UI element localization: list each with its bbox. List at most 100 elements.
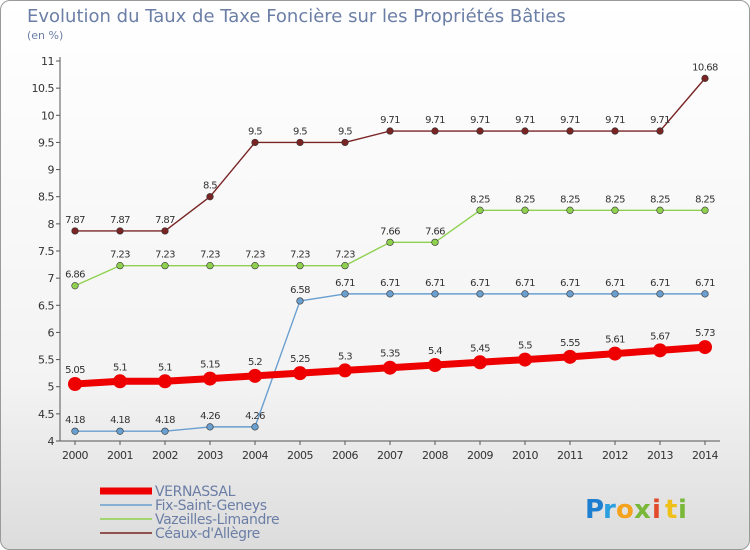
data-point	[251, 138, 259, 147]
data-label: 6.71	[605, 278, 625, 289]
data-point	[701, 290, 709, 298]
data-point	[476, 127, 484, 135]
data-point	[293, 366, 307, 381]
data-label: 10.68	[692, 62, 718, 73]
data-point	[251, 423, 259, 431]
y-tick-label: 4.5	[38, 408, 54, 421]
legend-label: Céaux-d'Allègre	[155, 526, 260, 542]
series-line	[75, 77, 706, 232]
chart-subtitle: (en %)	[27, 29, 64, 42]
x-tick-label: 2003	[197, 449, 223, 462]
series-vernassal: 5.05 5.1 5.1 5.15 5.2 5.25 5.3 5.35 5.4 5.45 5.5 5.…	[65, 328, 716, 391]
data-point	[611, 290, 619, 298]
data-label: 7.23	[110, 250, 130, 261]
data-point	[653, 343, 667, 358]
x-tick-label: 2006	[332, 449, 358, 462]
data-label: 6.71	[695, 278, 715, 289]
data-point	[521, 127, 529, 135]
logo-letter: o	[616, 495, 634, 525]
y-tick-label: 7	[48, 272, 55, 285]
data-label: 5.2	[248, 357, 262, 368]
data-point	[116, 227, 124, 235]
data-point	[431, 238, 439, 246]
data-label: 4.18	[65, 415, 85, 426]
data-label: 6.71	[470, 278, 490, 289]
data-label: 5.3	[338, 351, 352, 362]
data-label: 9.5	[338, 126, 352, 137]
data-point	[341, 262, 349, 270]
data-label: 8.25	[515, 194, 535, 205]
data-point	[71, 427, 79, 435]
y-tick-label: 9.5	[38, 136, 54, 149]
data-point	[113, 374, 127, 389]
data-point	[608, 346, 622, 361]
data-label: 5.5	[518, 341, 532, 352]
data-label: 4.26	[245, 411, 265, 422]
data-label: 7.23	[155, 250, 175, 261]
data-label: 5.73	[695, 328, 715, 339]
data-point	[341, 290, 349, 298]
data-point	[116, 427, 124, 435]
data-point	[161, 427, 169, 435]
data-point	[251, 262, 259, 270]
y-tick-label: 4	[48, 435, 55, 448]
y-tick-label: 8	[48, 218, 55, 231]
data-point	[206, 423, 214, 431]
y-tick-label: 9	[48, 164, 55, 177]
series-c-aux-d-all-gre: 7.87 7.87 7.87 8.5 9.5 9.5 9.5 9.71 9.71 9.71 9.71…	[65, 62, 719, 235]
x-tick-label: 2013	[647, 449, 673, 462]
data-label: 5.25	[290, 354, 310, 365]
data-point	[206, 262, 214, 270]
data-point	[386, 238, 394, 246]
data-point	[611, 127, 619, 135]
data-label: 6.71	[425, 278, 445, 289]
data-point	[701, 206, 709, 214]
chart-plot-area: 7.87 7.87 7.87 8.5 9.5 9.5 9.5 9.71 9.71 9.71 9.71…	[65, 62, 719, 435]
y-tick-label: 10	[41, 109, 54, 122]
y-tick-label: 6.5	[38, 299, 54, 312]
data-point	[341, 138, 349, 147]
x-tick-label: 2009	[467, 449, 493, 462]
data-point	[566, 206, 574, 214]
data-label: 8.5	[203, 181, 217, 192]
data-label: 7.66	[425, 226, 445, 237]
data-label: 6.71	[380, 278, 400, 289]
x-tick-label: 2004	[242, 449, 268, 462]
data-label: 9.5	[248, 126, 262, 137]
data-label: 9.71	[560, 115, 580, 126]
data-point	[428, 358, 442, 372]
x-tick-label: 2012	[602, 449, 628, 462]
data-label: 7.87	[65, 215, 85, 226]
x-tick-label: 2014	[692, 449, 718, 462]
y-tick-label: 10.5	[32, 82, 55, 95]
data-label: 5.67	[650, 331, 670, 342]
data-label: 6.71	[335, 278, 355, 289]
data-point	[248, 368, 262, 383]
data-label: 9.71	[470, 115, 490, 126]
logo-letter: i	[652, 495, 661, 525]
data-point	[431, 127, 439, 135]
y-tick-label: 5	[48, 381, 55, 394]
data-point	[656, 127, 664, 135]
data-label: 5.1	[113, 362, 127, 373]
data-point	[161, 227, 169, 235]
data-point	[383, 360, 397, 375]
x-tick-label: 2008	[422, 449, 448, 462]
y-tick-label: 7.5	[38, 245, 54, 258]
data-point	[476, 290, 484, 298]
data-point	[206, 193, 214, 201]
data-label: 6.58	[290, 285, 310, 296]
data-label: 9.71	[605, 115, 625, 126]
x-tick-label: 2010	[512, 449, 538, 462]
data-label: 5.05	[65, 365, 85, 376]
x-tick-label: 2001	[107, 449, 133, 462]
data-point	[566, 127, 574, 135]
data-point	[161, 262, 169, 270]
data-label: 8.25	[470, 194, 490, 205]
proxiti-logo: Pr o x i t i	[585, 495, 687, 525]
data-label: 9.71	[650, 115, 670, 126]
data-label: 6.71	[650, 278, 670, 289]
data-point	[203, 371, 217, 386]
data-point	[698, 340, 712, 355]
